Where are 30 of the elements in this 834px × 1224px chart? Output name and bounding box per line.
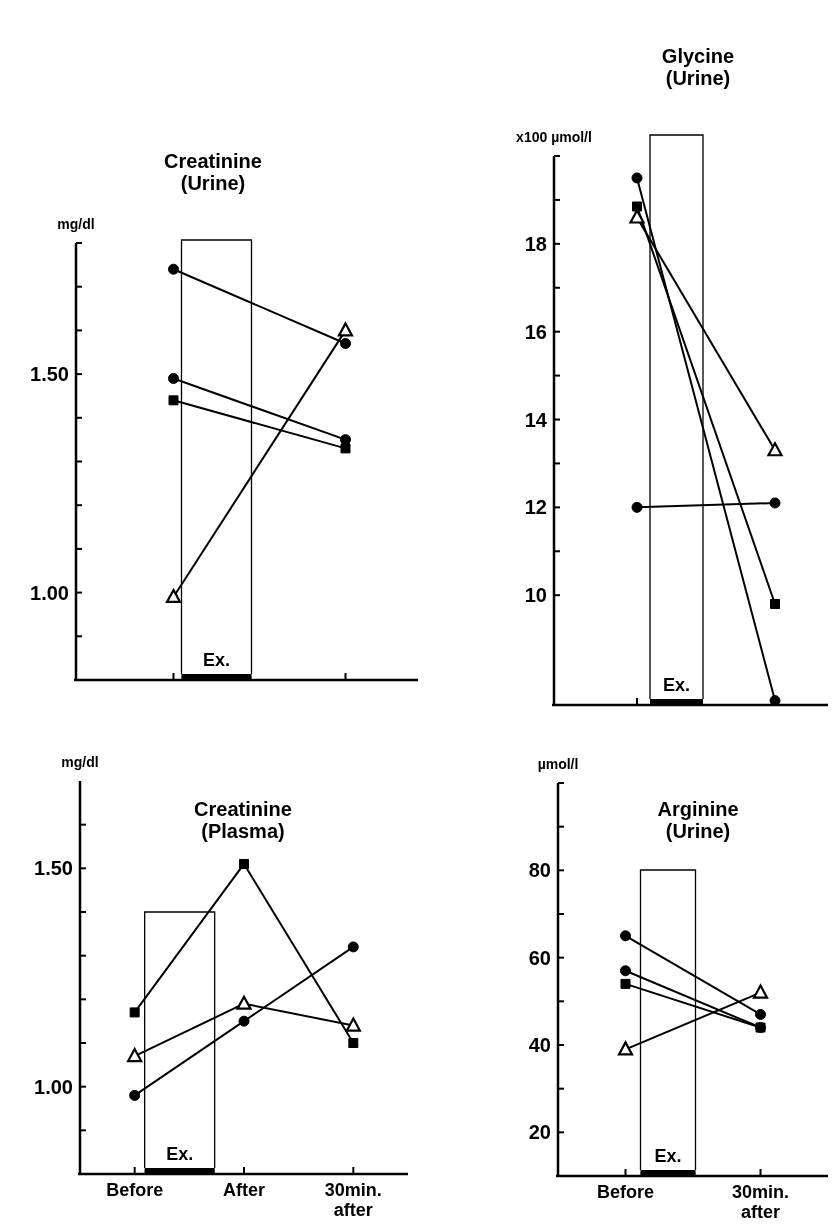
y-tick-label: 16 bbox=[524, 320, 547, 343]
y-tick-label: 60 bbox=[528, 946, 551, 969]
chart-title: Creatinine (Urine) bbox=[164, 150, 262, 194]
chart-title: Glycine (Urine) bbox=[661, 45, 735, 89]
y-tick-label: 1.50 bbox=[30, 363, 69, 386]
annotation: Ex. bbox=[662, 675, 691, 695]
x-tick-label: Before bbox=[596, 1182, 655, 1202]
y-tick-label: 10 bbox=[524, 584, 547, 607]
y-tick-label: 40 bbox=[528, 1034, 551, 1056]
y-tick-label: 1.50 bbox=[34, 857, 73, 880]
y-axis-title: x100 µmol/l bbox=[516, 129, 592, 145]
y-tick-label: 18 bbox=[524, 232, 547, 255]
y-tick-label: 1.00 bbox=[30, 581, 69, 604]
x-tick-label: 30min. after bbox=[731, 1182, 790, 1222]
y-tick-label: 12 bbox=[524, 496, 547, 519]
x-tick-label: Before bbox=[106, 1180, 164, 1200]
annotation: Ex. bbox=[654, 1146, 682, 1166]
text: Arginine (Urine) bbox=[657, 798, 739, 842]
y-axis-title: mg/dl bbox=[61, 754, 99, 770]
y-axis-title: mg/dl bbox=[57, 216, 95, 232]
y-axis-title: µmol/l bbox=[537, 756, 579, 772]
text: Creatinine (Plasma) bbox=[194, 798, 292, 842]
y-tick-label: 80 bbox=[528, 859, 551, 882]
x-tick-label: 30min. after bbox=[324, 1180, 382, 1220]
annotation: Ex. bbox=[166, 1144, 194, 1164]
y-tick-label: 20 bbox=[528, 1121, 551, 1144]
annotation: Ex. bbox=[202, 650, 231, 670]
y-tick-label: 14 bbox=[524, 408, 548, 431]
x-tick-label: After bbox=[222, 1180, 266, 1200]
y-tick-label: 1.00 bbox=[34, 1075, 73, 1098]
